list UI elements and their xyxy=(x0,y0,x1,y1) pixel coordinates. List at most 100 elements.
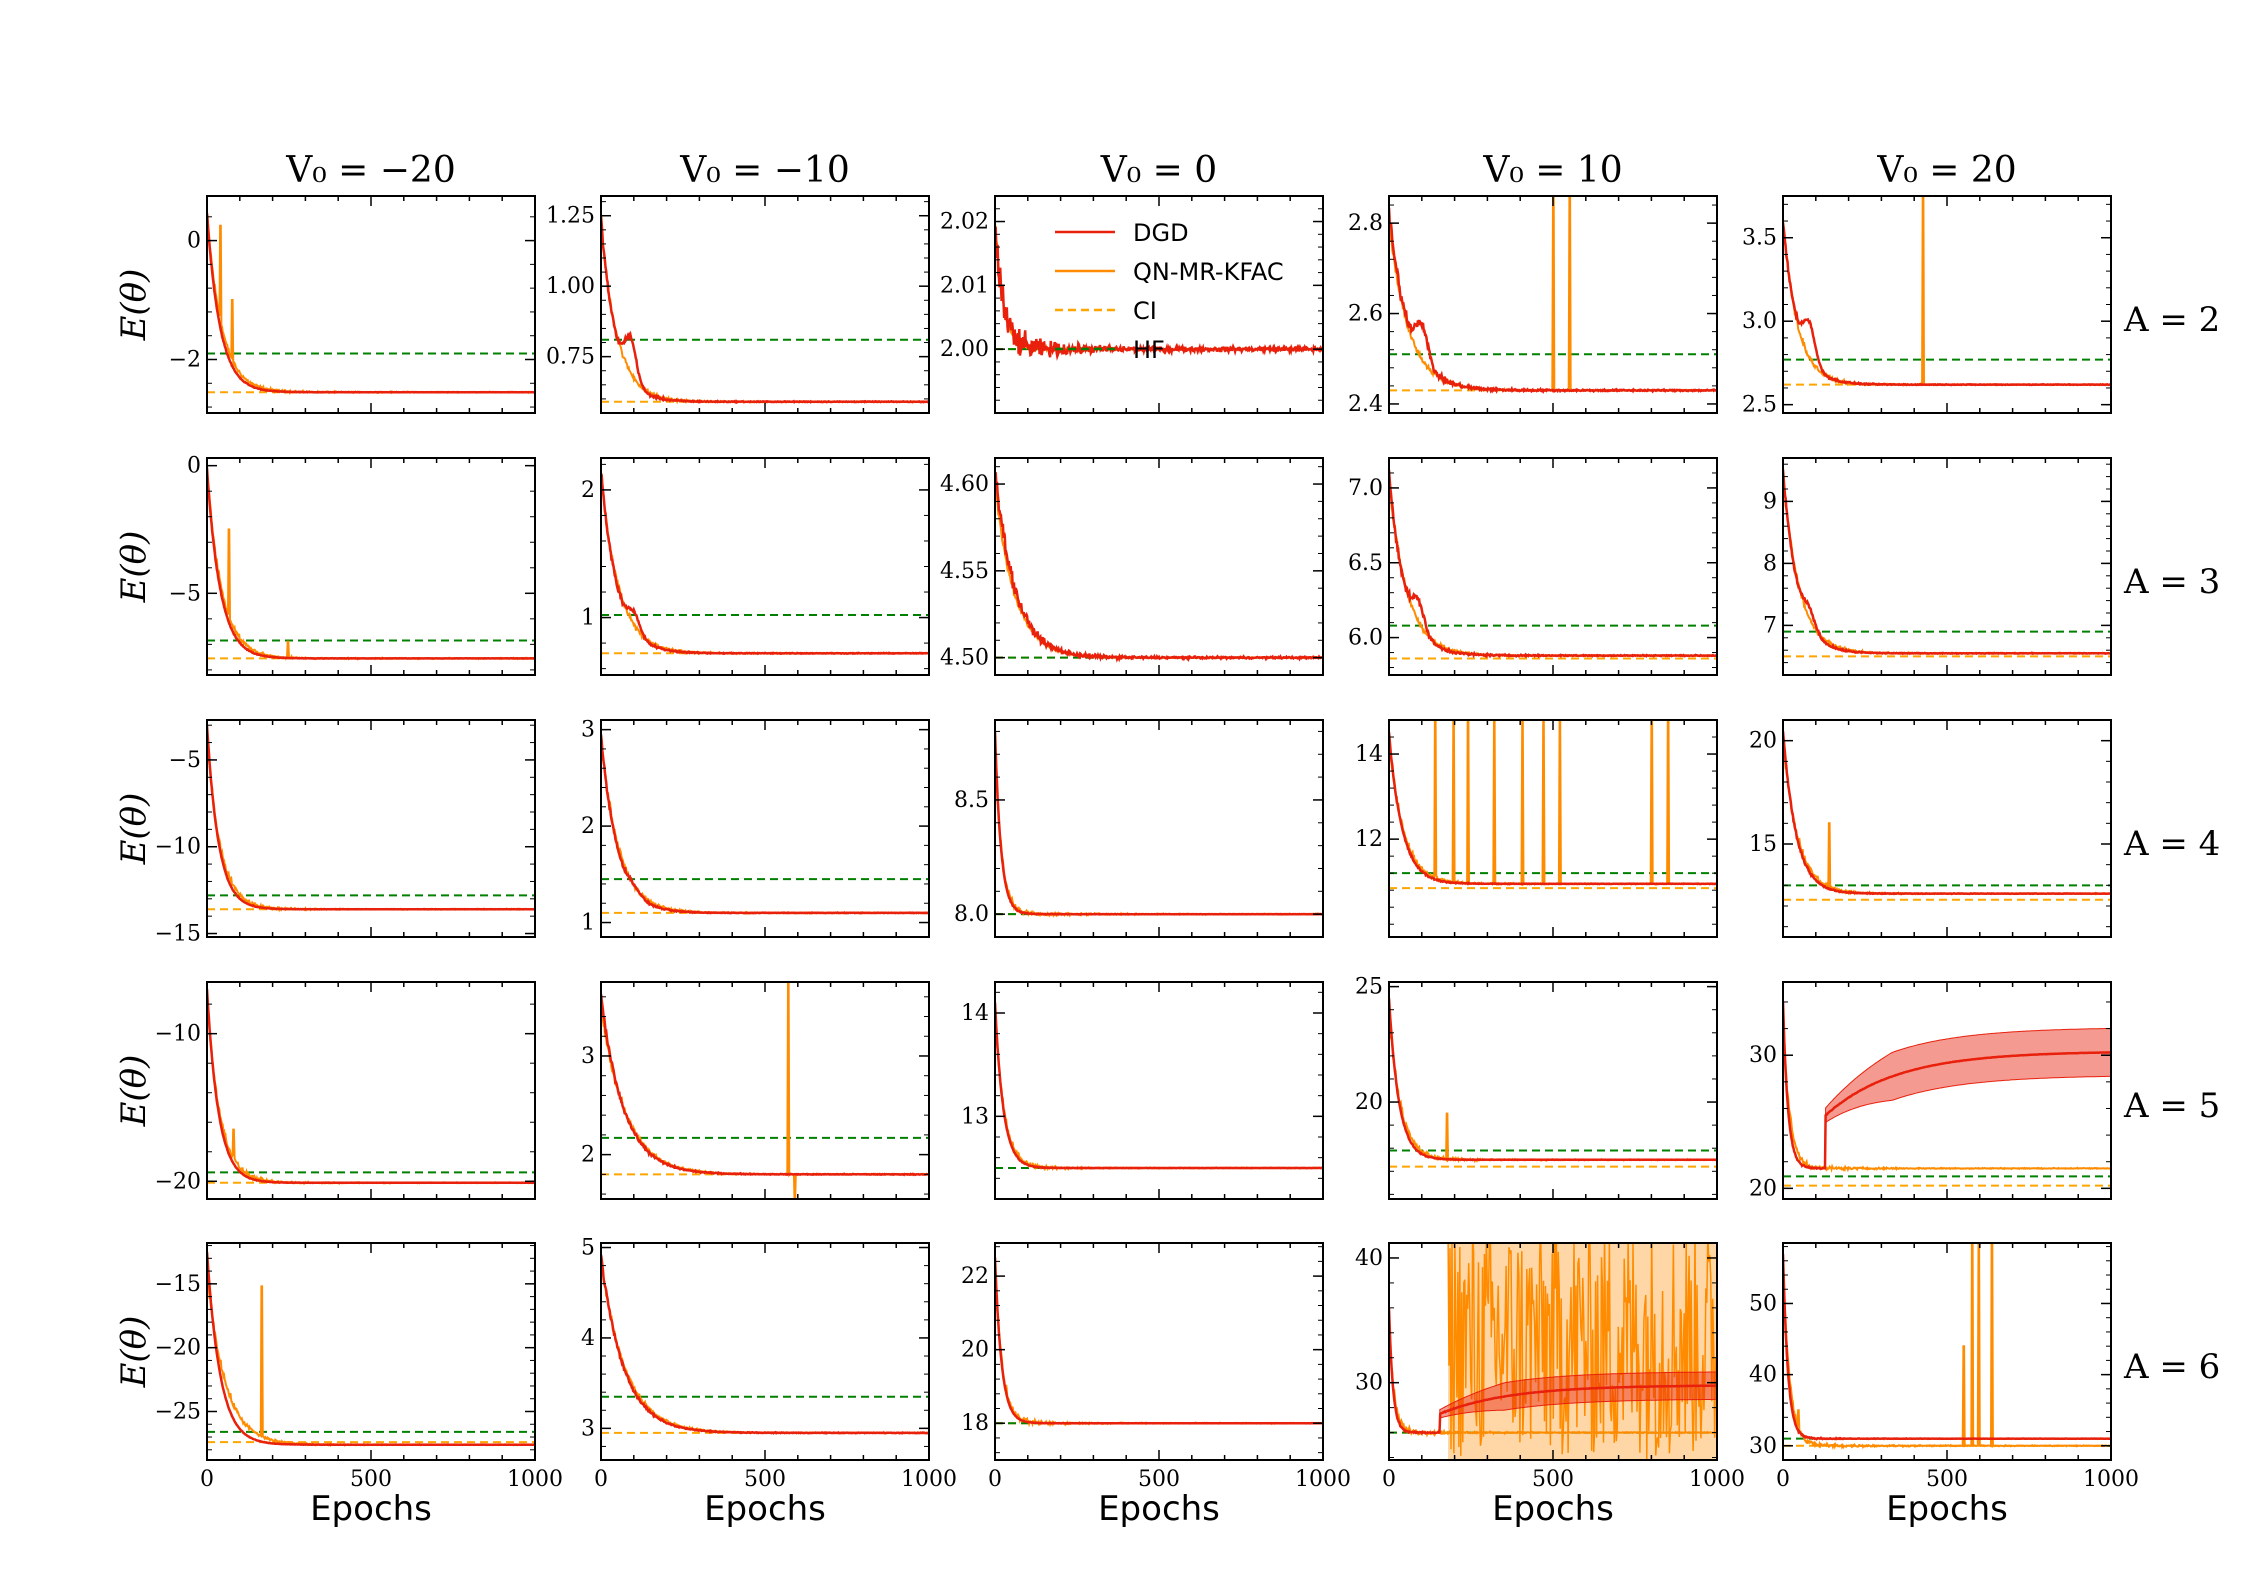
y-tick-label: 2.5 xyxy=(1742,393,1777,418)
x-tick-label: 1000 xyxy=(507,1467,563,1492)
plot-area xyxy=(1783,731,2111,901)
panel-r1-c3: 7.0 6.5 6.0 xyxy=(1348,457,1718,676)
y-tick-label: 0 xyxy=(187,229,201,254)
dgd-line xyxy=(995,731,1323,917)
legend-label-0: DGD xyxy=(1133,219,1189,247)
y-axis-label-2: E(θ) xyxy=(114,793,154,866)
y-tick-label: 4.50 xyxy=(940,646,989,671)
plot-area xyxy=(1783,1002,2111,1187)
column-title-1: V₀ = −10 xyxy=(679,150,849,191)
dgd-line xyxy=(1389,1308,1717,1436)
plot-area xyxy=(601,1254,929,1435)
y-tick-label: −15 xyxy=(155,922,201,947)
dgd-line xyxy=(1389,731,1717,886)
panel-frame xyxy=(206,981,536,1200)
row-label-1: A = 3 xyxy=(2123,562,2220,602)
y-tick-label: 8.0 xyxy=(954,902,989,927)
panel-r0-c0: 0 −2 xyxy=(169,195,536,414)
y-tick-label: −10 xyxy=(155,1022,201,1047)
y-tick-label: 0 xyxy=(187,454,201,479)
x-axis-label-0: Epochs xyxy=(310,1489,432,1529)
kfac-line xyxy=(601,982,929,1199)
dgd-line xyxy=(995,471,1323,663)
column-title-0: V₀ = −20 xyxy=(285,150,455,191)
y-tick-label: 4.55 xyxy=(940,559,989,584)
y-tick-label: −25 xyxy=(155,1399,201,1424)
y-tick-label: 20 xyxy=(1749,729,1777,754)
kfac-line xyxy=(1389,196,1717,393)
y-tick-label: 3 xyxy=(581,718,595,743)
y-tick-label: 3 xyxy=(581,1416,595,1441)
kfac-line xyxy=(1783,743,2111,896)
panel-frame xyxy=(600,195,930,414)
panel-frame xyxy=(600,981,930,1200)
dgd-line xyxy=(207,467,535,660)
y-tick-label: 40 xyxy=(1355,1246,1383,1271)
panel-r4-c1: 0 500 1000 5 4 3 xyxy=(581,1236,957,1492)
y-tick-label: 6.5 xyxy=(1348,551,1383,576)
panel-frame xyxy=(1782,457,2112,676)
panel-frame xyxy=(994,1242,1324,1461)
y-tick-label: 2.00 xyxy=(940,337,989,362)
y-tick-label: 2.8 xyxy=(1348,211,1383,236)
panel-r3-c3: 25 20 xyxy=(1355,975,1718,1200)
y-tick-label: 8 xyxy=(1763,551,1777,576)
y-tick-label: 2.4 xyxy=(1348,392,1383,417)
dgd-line xyxy=(601,473,929,656)
dgd-line xyxy=(1389,998,1717,1162)
y-tick-label: 4.60 xyxy=(940,472,989,497)
x-tick-label: 1000 xyxy=(901,1467,957,1492)
panel-r4-c4: 0 500 1000 50 40 30 xyxy=(1749,1242,2139,1492)
plot-area xyxy=(995,1257,1323,1428)
y-axis-label-1: E(θ) xyxy=(114,531,154,604)
x-tick-label: 0 xyxy=(988,1467,1002,1492)
dgd-line xyxy=(1389,469,1717,659)
y-tick-label: −20 xyxy=(155,1169,201,1194)
y-tick-label: 1.25 xyxy=(546,204,595,229)
y-tick-label: −5 xyxy=(169,581,201,606)
panel-r2-c1: 3 2 1 xyxy=(581,718,930,938)
y-tick-label: 7.0 xyxy=(1348,476,1383,501)
panel-r0-c3: 2.8 2.6 2.4 xyxy=(1348,195,1718,417)
y-tick-label: 2 xyxy=(581,478,595,503)
panel-r3-c1: 32 xyxy=(581,981,930,1200)
x-tick-label: 1000 xyxy=(2083,1467,2139,1492)
y-tick-label: 7 xyxy=(1763,613,1777,638)
y-tick-label: 30 xyxy=(1749,1043,1777,1068)
y-axis-label-4: E(θ) xyxy=(114,1316,154,1389)
plot-area xyxy=(995,731,1323,918)
plot-area xyxy=(1783,469,2111,658)
plot-area xyxy=(1389,720,1717,890)
y-tick-label: −10 xyxy=(155,835,201,860)
y-tick-label: 20 xyxy=(1749,1176,1777,1201)
y-tick-label: 1 xyxy=(581,606,595,631)
y-tick-label: 25 xyxy=(1355,975,1383,1000)
x-tick-label: 500 xyxy=(1138,1467,1180,1492)
panel-frame xyxy=(206,195,536,414)
legend-label-2: CI xyxy=(1133,297,1157,325)
plot-area xyxy=(601,734,929,916)
dgd-line xyxy=(995,1257,1323,1425)
panel-frame xyxy=(1782,1242,2112,1461)
x-axis-label-2: Epochs xyxy=(1098,1489,1220,1529)
y-tick-label: 20 xyxy=(1355,1090,1383,1115)
y-tick-label: 9 xyxy=(1763,489,1777,514)
kfac-line xyxy=(1389,482,1717,659)
y-tick-label: 2.01 xyxy=(940,273,989,298)
kfac-line xyxy=(207,996,535,1186)
y-tick-label: 14 xyxy=(961,1001,989,1026)
y-tick-label: 40 xyxy=(1749,1363,1777,1388)
y-tick-label: 2.02 xyxy=(940,210,989,235)
dgd-line xyxy=(207,725,535,911)
y-tick-label: 3.0 xyxy=(1742,309,1777,334)
dgd-line xyxy=(1783,1002,2111,1171)
panel-r0-c2: 2.02 2.01 2.00 xyxy=(940,195,1324,414)
y-tick-label: 6.0 xyxy=(1348,626,1383,651)
panel-frame xyxy=(206,457,536,676)
plot-area xyxy=(1389,469,1717,660)
kfac-line xyxy=(1783,1012,2111,1173)
y-tick-label: 5 xyxy=(581,1236,595,1261)
dgd-line xyxy=(601,1254,929,1435)
y-tick-label: 2.6 xyxy=(1348,302,1383,327)
